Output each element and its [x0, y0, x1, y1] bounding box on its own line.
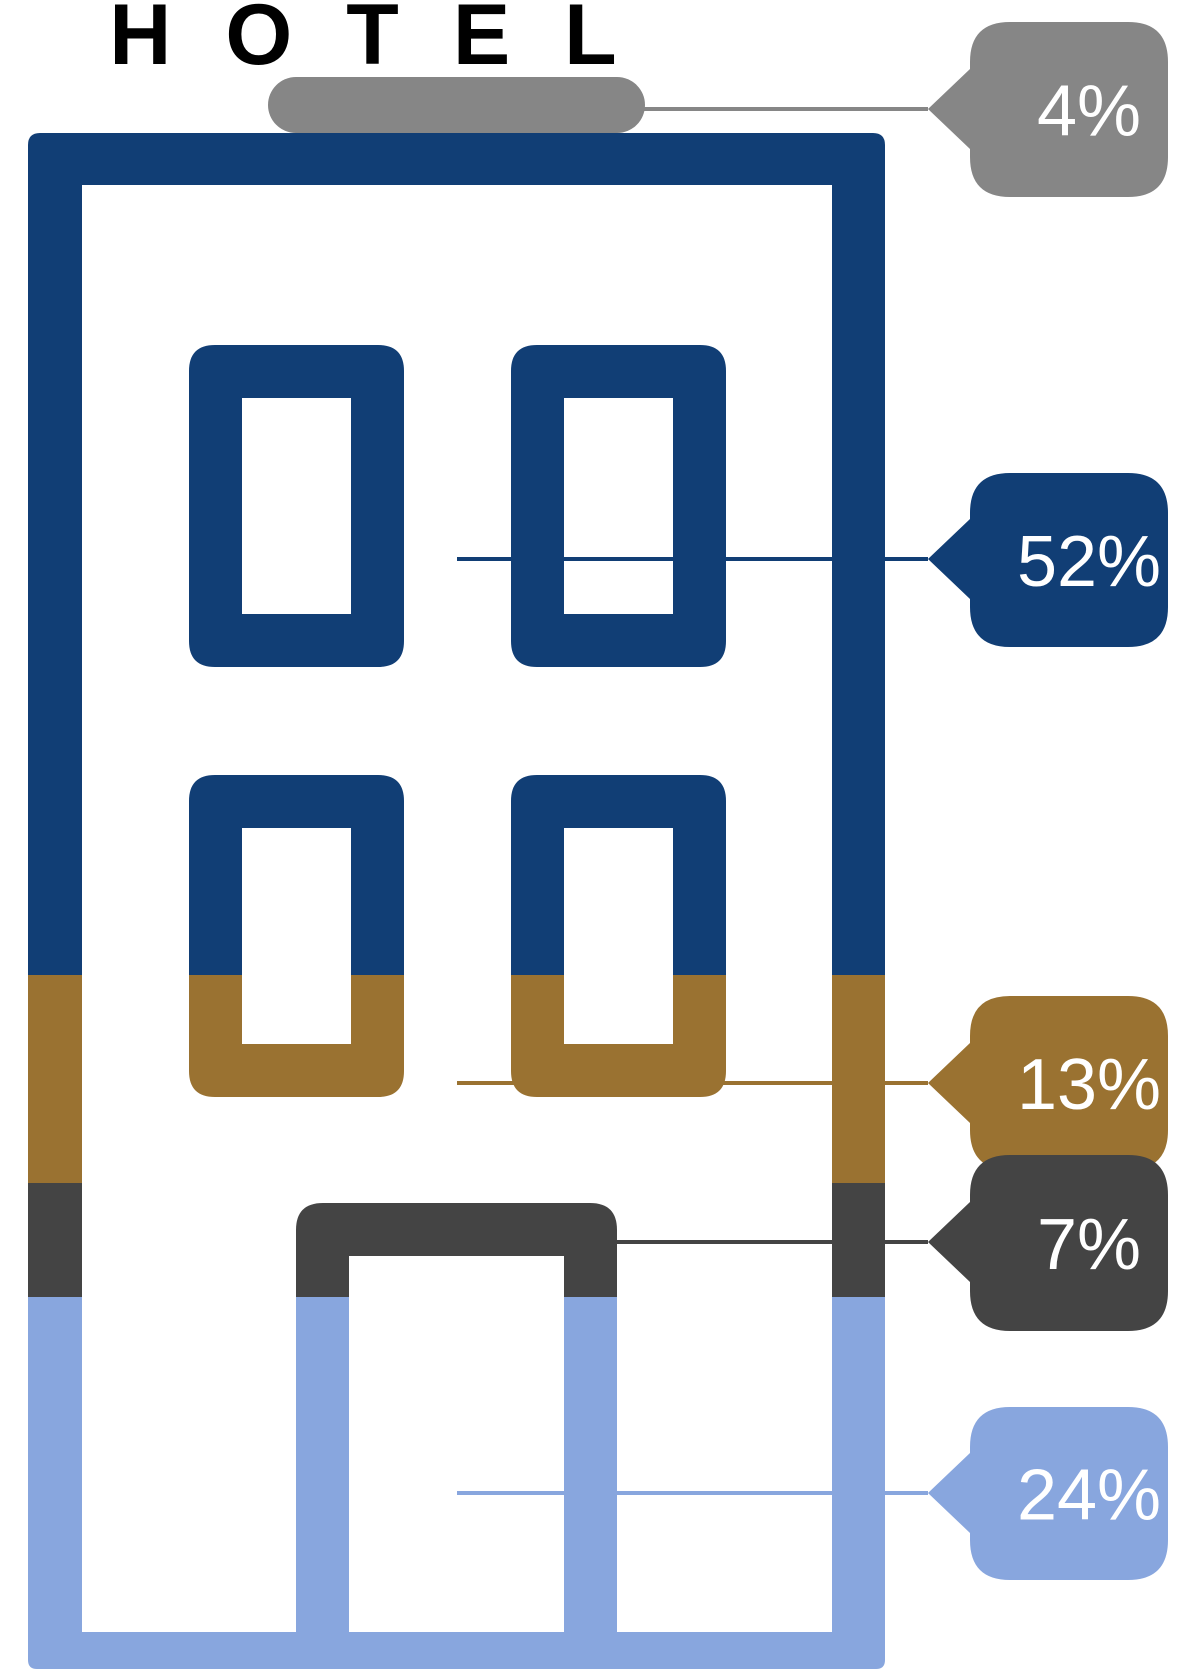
building-upper-section: [28, 133, 885, 975]
callout-value-label: 7%: [1037, 1205, 1141, 1285]
callout-4: 24%: [928, 1407, 1168, 1580]
building-middle-section: [28, 975, 885, 1183]
hotel-sign: [268, 77, 645, 133]
callout-3: 7%: [928, 1155, 1168, 1331]
building-lower-section: [28, 1297, 885, 1669]
building-door-section: [28, 1183, 885, 1297]
callout-1: 52%: [928, 473, 1168, 647]
callout-bubble: [928, 473, 1168, 647]
hotel-title: HOTEL: [109, 0, 670, 83]
callouts: 4% 52% 13% 7% 24%: [928, 22, 1168, 1580]
callout-bubble: [928, 996, 1168, 1170]
callout-value-label: 52%: [1017, 522, 1161, 602]
callout-bubble: [928, 1155, 1168, 1331]
callout-2: 13%: [928, 996, 1168, 1170]
callout-connectors: [457, 107, 928, 1495]
building-layers: [28, 133, 885, 1669]
callout-bubble: [928, 1407, 1168, 1580]
callout-value-label: 13%: [1017, 1045, 1161, 1125]
callout-bubble: [928, 22, 1168, 197]
callout-value-label: 24%: [1017, 1456, 1161, 1536]
callout-value-label: 4%: [1037, 72, 1141, 152]
callout-0: 4%: [928, 22, 1168, 197]
